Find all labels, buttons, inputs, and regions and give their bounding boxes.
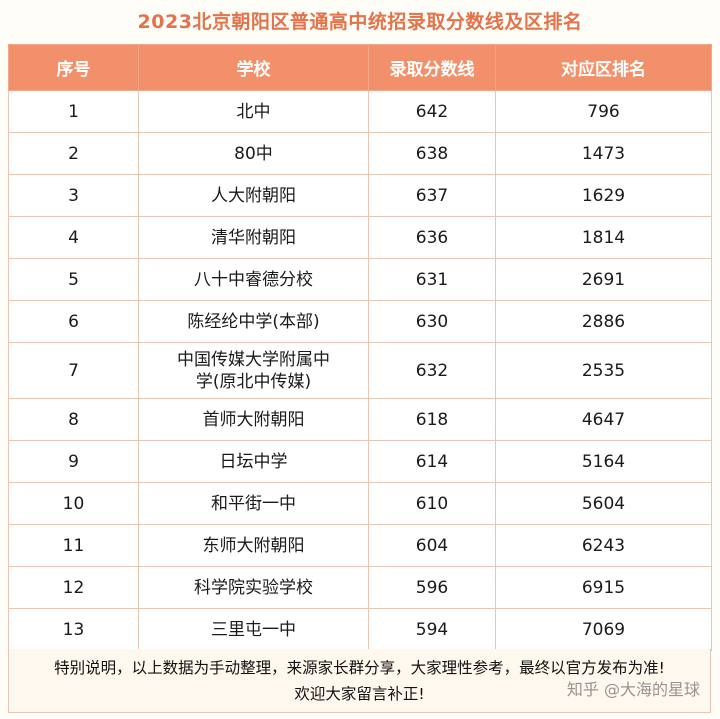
disclaimer-note: 特别说明，以上数据为手动整理，来源家长群分享，大家理性参考，最终以官方发布为准!… bbox=[8, 649, 711, 713]
cell-rank: 1473 bbox=[495, 132, 712, 175]
cell-score: 632 bbox=[368, 342, 496, 399]
cell-rank: 5604 bbox=[495, 482, 712, 525]
cell-school: 人大附朝阳 bbox=[138, 174, 369, 217]
note-line: 欢迎大家留言补正! bbox=[294, 685, 425, 703]
cell-school-line: 学(原北中传媒) bbox=[195, 371, 312, 392]
cell-school: 北中 bbox=[138, 90, 369, 133]
note-line: 特别说明，以上数据为手动整理，来源家长群分享，大家理性参考，最终以官方发布为准! bbox=[54, 659, 665, 677]
score-table: 序号 学校 录取分数线 对应区排名 1 北中 642 796 2 80中 638… bbox=[8, 44, 712, 651]
cell-rank: 2691 bbox=[495, 258, 712, 301]
cell-school: 清华附朝阳 bbox=[138, 216, 369, 259]
cell-score: 642 bbox=[368, 90, 496, 133]
table-row: 8 首师大附朝阳 618 4647 bbox=[8, 398, 712, 441]
cell-score: 618 bbox=[368, 398, 496, 441]
cell-rank: 796 bbox=[495, 90, 712, 133]
header-score: 录取分数线 bbox=[368, 44, 496, 91]
table-row: 7 中国传媒大学附属中 学(原北中传媒) 632 2535 bbox=[8, 342, 712, 399]
cell-no: 9 bbox=[8, 440, 139, 483]
table-row: 10 和平街一中 610 5604 bbox=[8, 482, 712, 525]
cell-school: 三里屯一中 bbox=[138, 608, 369, 651]
cell-no: 6 bbox=[8, 300, 139, 343]
cell-school-line: 中国传媒大学附属中 bbox=[177, 349, 330, 370]
table-row: 11 东师大附朝阳 604 6243 bbox=[8, 524, 712, 567]
cell-no: 11 bbox=[8, 524, 139, 567]
table-row: 9 日坛中学 614 5164 bbox=[8, 440, 712, 483]
cell-rank: 7069 bbox=[495, 608, 712, 651]
table-row: 13 三里屯一中 594 7069 bbox=[8, 608, 712, 651]
cell-school: 科学院实验学校 bbox=[138, 566, 369, 609]
cell-rank: 2886 bbox=[495, 300, 712, 343]
cell-no: 3 bbox=[8, 174, 139, 217]
cell-school: 东师大附朝阳 bbox=[138, 524, 369, 567]
cell-school: 八十中睿德分校 bbox=[138, 258, 369, 301]
table-row: 6 陈经纶中学(本部) 630 2886 bbox=[8, 300, 712, 343]
cell-no: 5 bbox=[8, 258, 139, 301]
cell-school: 80中 bbox=[138, 132, 369, 175]
cell-school: 陈经纶中学(本部) bbox=[138, 300, 369, 343]
cell-score: 610 bbox=[368, 482, 496, 525]
cell-score: 614 bbox=[368, 440, 496, 483]
table-row: 5 八十中睿德分校 631 2691 bbox=[8, 258, 712, 301]
cell-no: 12 bbox=[8, 566, 139, 609]
table-row: 4 清华附朝阳 636 1814 bbox=[8, 216, 712, 259]
cell-no: 8 bbox=[8, 398, 139, 441]
cell-rank: 6915 bbox=[495, 566, 712, 609]
cell-score: 596 bbox=[368, 566, 496, 609]
cell-score: 631 bbox=[368, 258, 496, 301]
cell-score: 636 bbox=[368, 216, 496, 259]
cell-score: 638 bbox=[368, 132, 496, 175]
cell-no: 13 bbox=[8, 608, 139, 651]
cell-score: 630 bbox=[368, 300, 496, 343]
watermark: 知乎 @大海的星球 bbox=[566, 680, 700, 699]
table-row: 2 80中 638 1473 bbox=[8, 132, 712, 175]
cell-school: 中国传媒大学附属中 学(原北中传媒) bbox=[138, 342, 369, 399]
table-row: 12 科学院实验学校 596 6915 bbox=[8, 566, 712, 609]
cell-school: 首师大附朝阳 bbox=[138, 398, 369, 441]
cell-no: 10 bbox=[8, 482, 139, 525]
header-no: 序号 bbox=[8, 44, 139, 91]
cell-rank: 1814 bbox=[495, 216, 712, 259]
cell-no: 4 bbox=[8, 216, 139, 259]
cell-rank: 5164 bbox=[495, 440, 712, 483]
cell-rank: 4647 bbox=[495, 398, 712, 441]
header-school: 学校 bbox=[138, 44, 369, 91]
cell-no: 7 bbox=[8, 342, 139, 399]
cell-school: 和平街一中 bbox=[138, 482, 369, 525]
page-title: 2023北京朝阳区普通高中统招录取分数线及区排名 bbox=[137, 10, 583, 33]
cell-school: 日坛中学 bbox=[138, 440, 369, 483]
header-rank: 对应区排名 bbox=[495, 44, 712, 91]
table-row: 1 北中 642 796 bbox=[8, 90, 712, 133]
cell-rank: 1629 bbox=[495, 174, 712, 217]
cell-rank: 6243 bbox=[495, 524, 712, 567]
table-row: 3 人大附朝阳 637 1629 bbox=[8, 174, 712, 217]
cell-no: 1 bbox=[8, 90, 139, 133]
cell-rank: 2535 bbox=[495, 342, 712, 399]
cell-score: 637 bbox=[368, 174, 496, 217]
table-header-row: 序号 学校 录取分数线 对应区排名 bbox=[8, 44, 712, 91]
cell-no: 2 bbox=[8, 132, 139, 175]
cell-score: 594 bbox=[368, 608, 496, 651]
cell-score: 604 bbox=[368, 524, 496, 567]
